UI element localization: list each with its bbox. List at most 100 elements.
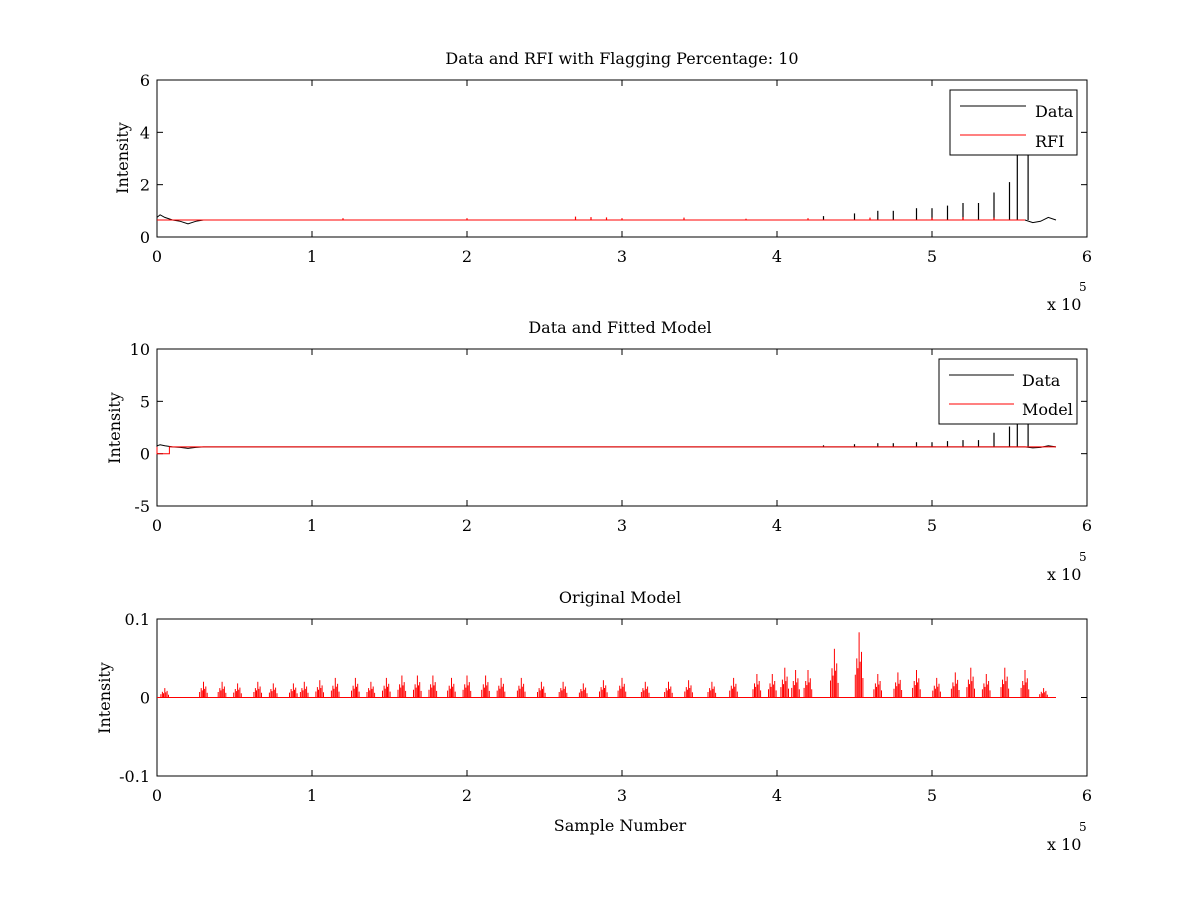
y-tick-label: 0	[140, 228, 150, 247]
panel-1-title: Data and RFI with Flagging Percentage: 1…	[445, 49, 798, 68]
x-tick-label: 2	[462, 516, 472, 535]
model-burst	[199, 681, 208, 698]
y-tick-label: 0	[140, 689, 150, 708]
x-tick-label: 1	[307, 786, 317, 805]
model-burst	[599, 680, 608, 698]
model-burst	[268, 683, 278, 698]
x-tick-label: 4	[772, 247, 782, 266]
panel-2: Data and Fitted Model Intensity 0 1 2 3 4 5 6 -…	[105, 318, 1092, 584]
model-burst	[873, 674, 882, 698]
x-tick-label: 5	[927, 786, 937, 805]
panel-3-ylabel: Intensity	[95, 662, 114, 734]
x-tick-label: 0	[152, 516, 162, 535]
panel-2-x-multiplier: x 10	[1047, 565, 1081, 584]
panel-3-plot-area	[157, 632, 1056, 698]
model-burst	[558, 681, 568, 698]
model-burst	[1039, 688, 1048, 698]
panel-2-legend: Data Model	[938, 358, 1078, 425]
model-burst	[382, 677, 391, 698]
model-burst	[664, 681, 673, 698]
panel-2-title: Data and Fitted Model	[528, 318, 711, 337]
model-burst	[496, 677, 506, 698]
model-burst	[932, 677, 941, 698]
panel-1-legend: Data RFI	[949, 89, 1078, 156]
panel-3-x-multiplier-exponent: 5	[1079, 820, 1087, 834]
x-tick-label: 0	[152, 786, 162, 805]
panel-1-legend-data-label: Data	[1035, 102, 1074, 121]
x-tick-label: 4	[772, 786, 782, 805]
model-burst	[966, 667, 975, 698]
y-tick-label: 10	[130, 340, 150, 359]
x-tick-label: 6	[1082, 247, 1092, 266]
panel-1-x-multiplier: x 10	[1047, 295, 1081, 314]
model-burst	[315, 680, 324, 698]
model-burst	[397, 675, 407, 698]
model-burst	[428, 675, 438, 698]
panel-2-x-multiplier-exponent: 5	[1079, 550, 1087, 564]
panel-3-ticks: 0 1 2 3 4 5 6-0.100.1	[119, 610, 1092, 805]
model-burst	[803, 670, 813, 698]
x-tick-label: 3	[617, 516, 627, 535]
model-burst	[217, 681, 227, 698]
x-tick-label: 4	[772, 516, 782, 535]
y-tick-label: 6	[140, 71, 150, 90]
panel-1-legend-rfi-label: RFI	[1035, 132, 1064, 151]
model-burst	[981, 674, 991, 698]
x-tick-label: 1	[307, 516, 317, 535]
series-line-model	[156, 446, 1056, 455]
model-burst	[289, 683, 298, 698]
x-tick-label: 6	[1082, 786, 1092, 805]
x-tick-label: 2	[462, 786, 472, 805]
panel-2-ylabel: Intensity	[105, 392, 124, 464]
model-burst	[791, 670, 800, 698]
y-tick-label: 0.1	[125, 610, 150, 629]
panel-3-x-multiplier: x 10	[1047, 835, 1081, 854]
model-burst	[752, 674, 762, 698]
panel-1-plot-area	[156, 132, 1057, 225]
model-burst	[299, 681, 309, 698]
model-burst	[729, 677, 738, 698]
x-tick-label: 2	[462, 247, 472, 266]
model-burst	[366, 681, 376, 698]
panel-1-ylabel: Intensity	[113, 122, 132, 194]
model-burst	[684, 680, 693, 698]
x-tick-label: 3	[617, 247, 627, 266]
y-tick-label: -5	[134, 497, 150, 516]
panel-1-x-multiplier-exponent: 5	[1079, 280, 1087, 294]
model-burst	[893, 672, 903, 698]
model-burst	[768, 674, 777, 698]
model-burst	[233, 683, 242, 698]
x-tick-label: 0	[152, 247, 162, 266]
panel-3-xlabel: Sample Number	[554, 816, 687, 835]
model-burst	[830, 648, 839, 698]
model-burst	[516, 677, 526, 698]
panel-1-ticks: 0 1 2 3 4 5 6 0 2 4 6	[140, 71, 1092, 266]
model-burst	[413, 675, 422, 698]
model-burst	[253, 681, 262, 698]
model-burst	[1000, 667, 1010, 698]
panel-2-legend-box	[938, 358, 1078, 425]
model-burst	[330, 677, 340, 698]
x-tick-label: 5	[927, 516, 937, 535]
model-burst	[462, 675, 472, 698]
panel-3-title: Original Model	[559, 588, 681, 607]
model-burst	[950, 672, 960, 698]
model-burst	[160, 688, 169, 698]
y-tick-label: 4	[140, 123, 150, 142]
y-tick-label: 2	[140, 176, 150, 195]
panel-2-legend-model-label: Model	[1022, 400, 1073, 419]
panel-1-legend-box	[949, 89, 1078, 156]
panel-1: Data and RFI with Flagging Percentage: 1…	[113, 49, 1092, 314]
model-burst	[481, 675, 490, 698]
y-tick-label: 5	[140, 392, 150, 411]
model-burst	[912, 670, 921, 698]
model-burst	[854, 632, 864, 698]
model-burst	[780, 667, 789, 698]
series-line-data	[156, 214, 1057, 225]
model-burst	[617, 677, 627, 698]
model-burst	[537, 681, 546, 698]
x-tick-label: 6	[1082, 516, 1092, 535]
model-burst	[640, 681, 650, 698]
panel-3: Original Model Intensity 0 1 2 3 4 5 6-0.100.1…	[95, 588, 1092, 854]
